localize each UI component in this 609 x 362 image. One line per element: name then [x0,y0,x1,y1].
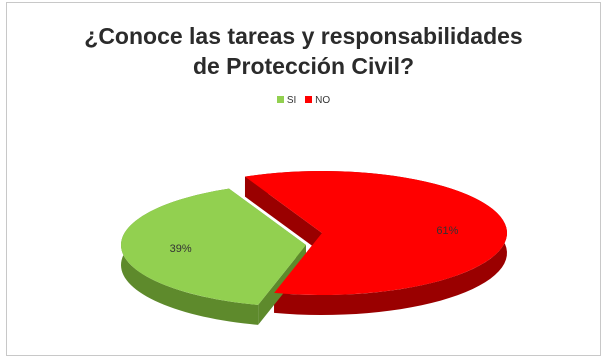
legend: SI NO [7,95,600,106]
legend-entry-no: NO [305,95,330,106]
chart-title-line-1: ¿Conoce las tareas y responsabilidades [84,23,523,49]
pie-slice-no [244,170,508,295]
legend-swatch-no [305,96,313,103]
data-label-si: 39% [170,243,192,255]
legend-label-si: SI [286,95,297,106]
legend-swatch-si [276,96,284,103]
chart-area: ¿Conoce las tareas y responsabilidades d… [6,2,601,356]
pie-chart: 39% 61% [121,170,508,325]
pie-slice-si [121,188,306,305]
legend-entry-si: SI [276,95,297,106]
chart-title-line-2: de Protección Civil? [192,53,415,79]
data-label-no: 61% [436,225,458,237]
legend-label-no: NO [315,95,331,106]
chart-title: ¿Conoce las tareas y responsabilidades d… [7,21,600,81]
